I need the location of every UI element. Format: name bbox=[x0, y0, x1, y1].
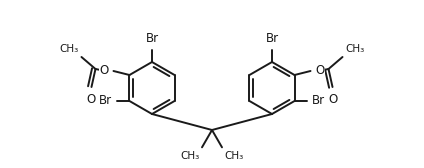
Text: O: O bbox=[328, 93, 337, 106]
Text: CH₃: CH₃ bbox=[181, 151, 200, 161]
Text: Br: Br bbox=[99, 94, 112, 108]
Text: Br: Br bbox=[145, 32, 159, 45]
Text: Br: Br bbox=[265, 32, 279, 45]
Text: CH₃: CH₃ bbox=[59, 44, 78, 54]
Text: O: O bbox=[99, 65, 109, 77]
Text: CH₃: CH₃ bbox=[224, 151, 243, 161]
Text: O: O bbox=[315, 65, 325, 77]
Text: CH₃: CH₃ bbox=[346, 44, 365, 54]
Text: Br: Br bbox=[312, 94, 325, 108]
Text: O: O bbox=[87, 93, 96, 106]
